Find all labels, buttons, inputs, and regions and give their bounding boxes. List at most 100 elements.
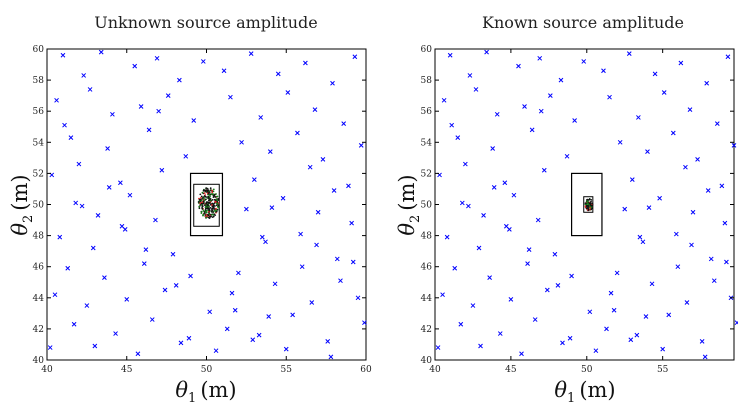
left-scatter-point [258,115,264,120]
right-y-tick-label: 42 [421,325,432,335]
left-y-tick-label: 60 [33,45,45,55]
right-scatter-point [675,264,681,270]
right-scatter-point [614,270,620,276]
left-scatter-point [98,49,104,55]
left-region-boxes [189,172,224,237]
right-scatter-point [626,51,632,57]
left-cluster-sample [202,197,205,200]
right-scatter-point [487,275,492,280]
left-cluster-sample [211,204,213,206]
right-scatter-point [440,292,445,298]
left-cluster-sample [209,195,211,198]
right-scatter-point [463,161,468,167]
left-cluster-sample [200,195,203,198]
left-scatter-point [259,234,265,240]
left-cluster-sample [212,214,215,216]
left-scatter-point [315,209,321,215]
left-cluster-sample [199,193,202,196]
left-cluster-sample [200,197,202,199]
left-y-tick-label: 58 [33,76,45,86]
right-cluster-sample [586,205,588,207]
right-outer-region-box [570,172,603,237]
right-scatter-point [587,309,593,315]
left-cluster-sample [209,187,212,190]
right-scatter-point [529,127,535,133]
left-scatter-point [57,234,63,240]
right-scatter-point [435,345,441,350]
left-y-tick-label: 42 [33,325,44,335]
left-cluster-sample [206,197,209,199]
right-cluster-sample [586,207,589,210]
right-scatter-point [683,164,688,170]
left-scatter-point [328,354,334,360]
right-scatter-point [702,354,708,360]
left-scatter-point [285,90,291,95]
left-chart-panel: Unknown source amplitude 40 45 50 55 6040424… [8,13,372,406]
left-cluster-sample [203,211,206,213]
right-scatter-point [537,55,543,61]
left-cluster-sample [198,207,201,210]
right-scatter-point [564,153,570,159]
left-scatter-point [143,247,149,252]
left-cluster-sample [198,205,201,208]
left-cluster-sample [215,202,218,205]
right-scatter-point [629,177,635,182]
right-y-tick-label: 46 [421,263,433,273]
right-scatter-point [649,281,655,287]
left-scatter-point [186,335,192,341]
right-scatter-point [535,217,541,223]
right-scatter-point [711,278,717,284]
left-scatter-point [173,283,179,288]
right-scatter-point [687,107,693,112]
left-scatter-point [239,139,244,145]
right-scatter-point [525,261,530,266]
left-scatter-point [47,345,53,350]
left-scatter-point [207,309,213,315]
left-scatter-point [178,340,184,346]
left-cluster-sample [211,207,214,210]
left-cluster-sample [199,204,202,206]
left-y-tick-label: 46 [33,263,45,273]
right-scatter-point [481,213,486,218]
right-scatter-point [466,203,471,209]
right-x-tick-label: 55 [657,365,669,375]
left-cluster-sample [211,199,214,201]
left-cluster-sample [208,197,210,199]
right-scatter-point [490,146,496,151]
left-cluster-sample [212,188,215,191]
right-scatter-point [601,68,606,74]
right-scatter-point [516,63,521,69]
right-scatter-point [567,335,573,341]
right-scatter-point [560,340,565,346]
right-scatter-point [657,195,662,201]
left-scatter-point [213,348,219,354]
right-cluster-sample [588,198,591,201]
left-scatter-point [352,54,358,60]
left-cluster-sample [207,214,210,217]
right-scatter-point [470,303,476,308]
right-x-tick-label: 45 [505,365,517,375]
left-cluster-sample [205,198,207,201]
left-cluster-sample [205,191,208,193]
left-cluster-sample [215,195,218,198]
left-y-tick-label: 50 [33,201,45,211]
left-scatter-point [60,52,66,58]
right-x-tick-label: 50 [581,365,593,375]
left-cluster-sample [203,201,205,203]
right-scatter-point [634,332,640,338]
left-cluster-sample [214,200,217,203]
right-region-boxes [570,172,603,237]
left-cluster-sample [203,192,206,195]
right-scatter-point [569,273,574,279]
left-cluster-sample [217,197,220,200]
left-y-tick-label: 40 [33,356,45,366]
left-scatter-point [162,287,168,293]
left-x-tick-label: 45 [121,365,133,375]
right-y-tick-label: 54 [421,138,433,148]
right-y-tick-label: 60 [421,45,433,55]
left-scatter-point [236,270,241,276]
left-scatter-point [275,71,281,77]
left-scatter-point [334,256,340,262]
right-scatter-point [502,180,508,186]
